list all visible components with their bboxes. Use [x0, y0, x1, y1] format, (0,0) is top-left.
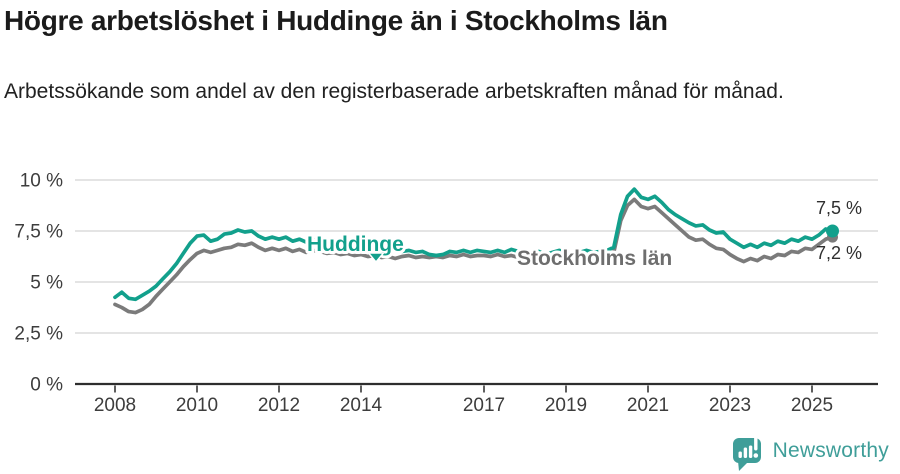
x-tick-label: 2021 — [627, 395, 669, 416]
x-tick-label: 2017 — [463, 395, 505, 416]
x-tick-label: 2012 — [258, 395, 300, 416]
y-tick-label: 2,5 % — [14, 324, 63, 345]
end-dot-huddinge — [826, 224, 840, 238]
x-tick-label: 2019 — [545, 395, 587, 416]
series-label-huddinge: Huddinge — [307, 233, 404, 256]
x-tick-label: 2008 — [94, 395, 136, 416]
x-tick-label: 2023 — [709, 395, 751, 416]
chart-title: Högre arbetslöshet i Huddinge än i Stock… — [4, 5, 668, 36]
newsworthy-logo-text: Newsworthy — [772, 439, 889, 462]
x-tick-label: 2014 — [340, 395, 383, 416]
series-line-huddinge — [113, 187, 835, 302]
newsworthy-logo-icon — [732, 433, 761, 471]
y-tick-label: 5 % — [30, 273, 63, 294]
triangle-down-icon — [366, 252, 386, 264]
series-label-stockholms-l-n: Stockholms län — [517, 247, 672, 270]
chart-subtitle: Arbetssökande som andel av den registerb… — [4, 80, 784, 103]
newsworthy-logo[interactable]: Newsworthy — [732, 431, 889, 471]
y-tick-label: 0 % — [30, 375, 63, 396]
x-tick-label: 2010 — [176, 395, 218, 416]
x-tick-label: 2025 — [791, 395, 833, 416]
y-tick-label: 7,5 % — [14, 222, 63, 243]
end-value-label-stockholms-l-n: 7,2 % — [816, 243, 862, 263]
series-line-stockholms-l-n — [113, 197, 835, 315]
end-value-label-huddinge: 7,5 % — [816, 198, 862, 218]
y-tick-label: 10 % — [20, 171, 63, 192]
